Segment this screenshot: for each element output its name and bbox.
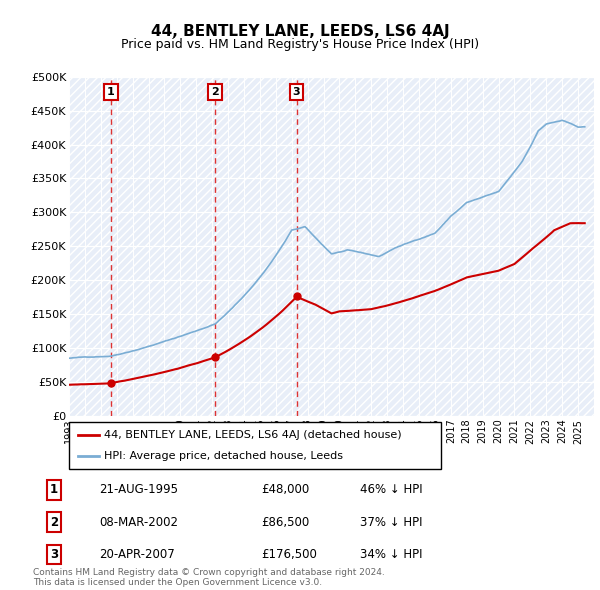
Text: 34% ↓ HPI: 34% ↓ HPI [360,548,422,561]
Text: 44, BENTLEY LANE, LEEDS, LS6 4AJ (detached house): 44, BENTLEY LANE, LEEDS, LS6 4AJ (detach… [104,430,402,440]
Text: 44, BENTLEY LANE, LEEDS, LS6 4AJ: 44, BENTLEY LANE, LEEDS, LS6 4AJ [151,24,449,38]
Text: Contains HM Land Registry data © Crown copyright and database right 2024.: Contains HM Land Registry data © Crown c… [33,568,385,577]
Text: £176,500: £176,500 [261,548,317,561]
Text: 37% ↓ HPI: 37% ↓ HPI [360,516,422,529]
Text: 1: 1 [107,87,115,97]
Text: £86,500: £86,500 [261,516,309,529]
Text: 2: 2 [211,87,219,97]
Text: HPI: Average price, detached house, Leeds: HPI: Average price, detached house, Leed… [104,451,343,461]
Text: 46% ↓ HPI: 46% ↓ HPI [360,483,422,496]
Text: 21-AUG-1995: 21-AUG-1995 [99,483,178,496]
Text: 08-MAR-2002: 08-MAR-2002 [99,516,178,529]
Text: This data is licensed under the Open Government Licence v3.0.: This data is licensed under the Open Gov… [33,578,322,588]
Text: 1: 1 [50,483,58,496]
Text: Price paid vs. HM Land Registry's House Price Index (HPI): Price paid vs. HM Land Registry's House … [121,38,479,51]
Text: 2: 2 [50,516,58,529]
Text: 3: 3 [293,87,301,97]
Text: 3: 3 [50,548,58,561]
Text: £48,000: £48,000 [261,483,309,496]
Text: 20-APR-2007: 20-APR-2007 [99,548,175,561]
